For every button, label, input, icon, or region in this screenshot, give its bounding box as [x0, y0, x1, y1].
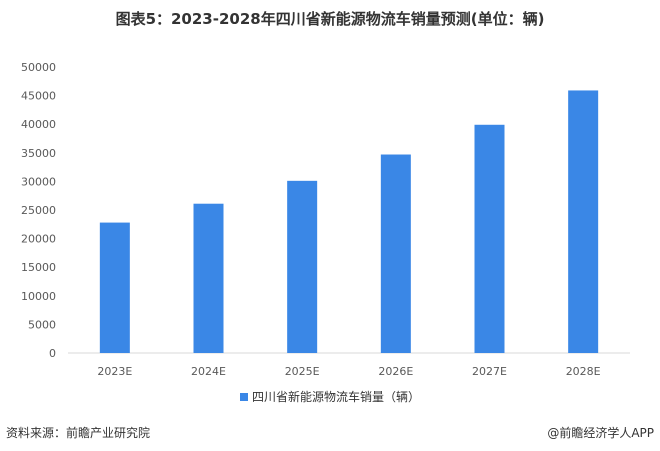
y-axis-tick-labels: 0 5000 10000 15000 20000 25000 30000 35000 40000… [21, 61, 56, 360]
source-note: 资料来源：前瞻产业研究院 [6, 426, 151, 440]
chart-title: 图表5：2023-2028年四川省新能源物流车销量预测(单位：辆) [115, 10, 545, 28]
y-tick-label: 40000 [21, 118, 56, 131]
x-tick-label: 2025E [285, 365, 320, 378]
footer: 资料来源：前瞻产业研究院 @前瞻经济学人APP [6, 424, 654, 444]
bar-2023E [99, 222, 130, 353]
y-tick-label: 45000 [21, 90, 56, 103]
x-tick-label: 2023E [97, 365, 132, 378]
y-tick-label: 10000 [21, 290, 56, 303]
y-tick-label: 0 [49, 347, 56, 360]
x-axis-tick-labels: 2023E 2024E 2025E 2026E 2027E 2028E [97, 365, 600, 378]
bar-2026E [380, 154, 411, 353]
legend: 四川省新能源物流车销量（辆） [0, 388, 660, 405]
y-tick-label: 35000 [21, 147, 56, 160]
y-tick-label: 20000 [21, 233, 56, 246]
y-tick-label: 15000 [21, 261, 56, 274]
bar-2025E [287, 180, 318, 353]
bar-2024E [193, 203, 224, 353]
x-tick-label: 2028E [566, 365, 601, 378]
y-tick-label: 5000 [28, 318, 56, 331]
bar-series [99, 90, 599, 354]
legend-label: 四川省新能源物流车销量（辆） [251, 390, 420, 404]
legend-swatch [239, 392, 248, 401]
bar-2028E [568, 90, 599, 354]
publisher-credit: @前瞻经济学人APP [547, 426, 654, 440]
x-tick-label: 2024E [191, 365, 226, 378]
bar-2027E [474, 124, 505, 353]
y-tick-label: 50000 [21, 61, 56, 74]
y-tick-label: 30000 [21, 175, 56, 188]
y-tick-label: 25000 [21, 204, 56, 217]
x-tick-label: 2027E [472, 365, 507, 378]
x-tick-label: 2026E [378, 365, 413, 378]
